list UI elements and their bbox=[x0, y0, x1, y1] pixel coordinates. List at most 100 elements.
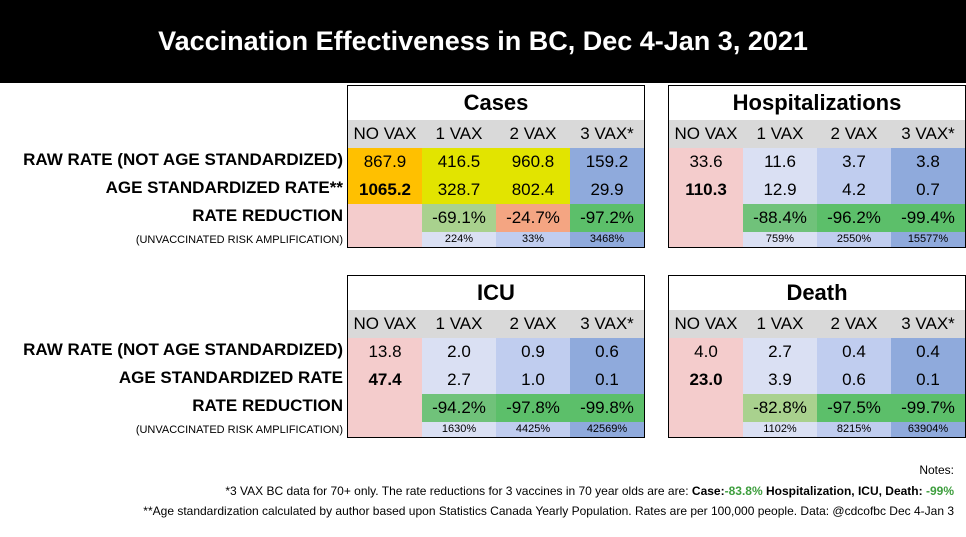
death-age-cell: 3.9 bbox=[743, 366, 817, 394]
row-label-amplification-bottom: (UNVACCINATED RISK AMPLIFICATION) bbox=[135, 424, 343, 436]
hospitalizations-column-header: 1 VAX bbox=[743, 120, 817, 148]
row-label-age-top: AGE STANDARDIZED RATE** bbox=[105, 178, 343, 197]
page-title: Vaccination Effectiveness in BC, Dec 4-J… bbox=[0, 0, 966, 83]
icu-reduction-cell: -94.2% bbox=[422, 394, 496, 422]
icu-amplification-cell: 4425% bbox=[496, 422, 570, 437]
notes-other-label: Hospitalization, ICU, Death: bbox=[762, 484, 923, 498]
icu-panel-title: ICU bbox=[477, 280, 515, 305]
notes-heading: Notes: bbox=[919, 463, 954, 477]
icu-amplification-cell: 42569% bbox=[570, 422, 644, 437]
death-amplification-cell: 8215% bbox=[817, 422, 891, 437]
icu-column-header: 3 VAX* bbox=[570, 310, 644, 338]
cases-raw-cell: 416.5 bbox=[422, 148, 496, 176]
hospitalizations-amplification-cell: 759% bbox=[743, 232, 817, 247]
hospitalizations-column-header: 3 VAX* bbox=[891, 120, 965, 148]
hospitalizations-age-cell: 110.3 bbox=[669, 176, 743, 204]
icu-raw-cell: 0.9 bbox=[496, 338, 570, 366]
hospitalizations-amplification-cell bbox=[669, 232, 743, 247]
cases-column-header: 2 VAX bbox=[496, 120, 570, 148]
death-amplification-cell bbox=[669, 422, 743, 437]
notes-case-label: Case: bbox=[691, 484, 725, 498]
death-panel: Death NO VAX 1 VAX 2 VAX 3 VAX* 4.0 2.7 0.4 0.4 2… bbox=[668, 275, 966, 438]
cases-raw-cell: 159.2 bbox=[570, 148, 644, 176]
icu-reduction-cell: -97.8% bbox=[496, 394, 570, 422]
cases-reduction-cell bbox=[348, 204, 422, 232]
notes-case-value: -83.8% bbox=[724, 484, 763, 498]
icu-column-header: 2 VAX bbox=[496, 310, 570, 338]
death-age-cell: 0.1 bbox=[891, 366, 965, 394]
icu-column-header: NO VAX bbox=[348, 310, 422, 338]
icu-panel: ICU NO VAX 1 VAX 2 VAX 3 VAX* 13.8 2.0 0.9 0.6 47… bbox=[347, 275, 645, 438]
cases-reduction-cell: -97.2% bbox=[570, 204, 644, 232]
death-raw-cell: 2.7 bbox=[743, 338, 817, 366]
cases-panel-title: Cases bbox=[463, 90, 529, 115]
hospitalizations-column-header: 2 VAX bbox=[817, 120, 891, 148]
hospitalizations-reduction-cell bbox=[669, 204, 743, 232]
hospitalizations-raw-cell: 11.6 bbox=[743, 148, 817, 176]
death-raw-cell: 0.4 bbox=[891, 338, 965, 366]
cases-amplification-cell: 224% bbox=[422, 232, 496, 247]
cases-amplification-cell bbox=[348, 232, 422, 247]
row-label-reduction-bottom: RATE REDUCTION bbox=[192, 396, 343, 415]
hospitalizations-reduction-cell: -96.2% bbox=[817, 204, 891, 232]
death-age-cell: 0.6 bbox=[817, 366, 891, 394]
cases-raw-cell: 960.8 bbox=[496, 148, 570, 176]
notes-line-2: **Age standardization calculated by auth… bbox=[143, 504, 954, 518]
icu-raw-cell: 13.8 bbox=[348, 338, 422, 366]
death-reduction-cell bbox=[669, 394, 743, 422]
death-raw-cell: 4.0 bbox=[669, 338, 743, 366]
cases-column-header: 3 VAX* bbox=[570, 120, 644, 148]
row-label-age-bottom: AGE STANDARDIZED RATE bbox=[118, 368, 343, 387]
death-amplification-cell: 1102% bbox=[743, 422, 817, 437]
cases-raw-cell: 867.9 bbox=[348, 148, 422, 176]
icu-age-cell: 47.4 bbox=[348, 366, 422, 394]
hospitalizations-age-cell: 0.7 bbox=[891, 176, 965, 204]
death-reduction-cell: -82.8% bbox=[743, 394, 817, 422]
row-label-amplification-top: (UNVACCINATED RISK AMPLIFICATION) bbox=[135, 234, 343, 246]
death-reduction-cell: -99.7% bbox=[891, 394, 965, 422]
cases-reduction-cell: -69.1% bbox=[422, 204, 496, 232]
death-column-header: 3 VAX* bbox=[891, 310, 965, 338]
hospitalizations-panel-title: Hospitalizations bbox=[732, 90, 902, 115]
icu-age-cell: 2.7 bbox=[422, 366, 496, 394]
icu-reduction-cell bbox=[348, 394, 422, 422]
row-label-raw-bottom: RAW RATE (NOT AGE STANDARDIZED) bbox=[23, 340, 343, 359]
death-amplification-cell: 63904% bbox=[891, 422, 965, 437]
hospitalizations-reduction-cell: -99.4% bbox=[891, 204, 965, 232]
cases-age-cell: 29.9 bbox=[570, 176, 644, 204]
cases-column-header: NO VAX bbox=[348, 120, 422, 148]
icu-reduction-cell: -99.8% bbox=[570, 394, 644, 422]
icu-amplification-cell: 1630% bbox=[422, 422, 496, 437]
icu-raw-cell: 0.6 bbox=[570, 338, 644, 366]
hospitalizations-age-cell: 4.2 bbox=[817, 176, 891, 204]
row-label-reduction-top: RATE REDUCTION bbox=[192, 206, 343, 225]
icu-raw-cell: 2.0 bbox=[422, 338, 496, 366]
death-column-header: NO VAX bbox=[669, 310, 743, 338]
cases-panel: Cases NO VAX 1 VAX 2 VAX 3 VAX* 867.9 416.5 960… bbox=[347, 85, 645, 248]
death-column-header: 1 VAX bbox=[743, 310, 817, 338]
icu-column-header: 1 VAX bbox=[422, 310, 496, 338]
icu-amplification-cell bbox=[348, 422, 422, 437]
hospitalizations-panel: Hospitalizations NO VAX 1 VAX 2 VAX 3 VAX* 33… bbox=[668, 85, 966, 248]
hospitalizations-raw-cell: 33.6 bbox=[669, 148, 743, 176]
hospitalizations-amplification-cell: 15577% bbox=[891, 232, 965, 247]
cases-age-cell: 1065.2 bbox=[348, 176, 422, 204]
notes-line-1-prefix: *3 VAX BC data for 70+ only. The rate re… bbox=[225, 484, 692, 498]
cases-age-cell: 328.7 bbox=[422, 176, 496, 204]
death-age-cell: 23.0 bbox=[669, 366, 743, 394]
death-column-header: 2 VAX bbox=[817, 310, 891, 338]
cases-amplification-cell: 3468% bbox=[570, 232, 644, 247]
cases-column-header: 1 VAX bbox=[422, 120, 496, 148]
death-panel-title: Death bbox=[786, 280, 848, 305]
icu-age-cell: 1.0 bbox=[496, 366, 570, 394]
hospitalizations-amplification-cell: 2550% bbox=[817, 232, 891, 247]
cases-age-cell: 802.4 bbox=[496, 176, 570, 204]
notes-other-value: -99% bbox=[922, 484, 954, 498]
cases-amplification-cell: 33% bbox=[496, 232, 570, 247]
death-reduction-cell: -97.5% bbox=[817, 394, 891, 422]
hospitalizations-column-header: NO VAX bbox=[669, 120, 743, 148]
notes-line-1: *3 VAX BC data for 70+ only. The rate re… bbox=[225, 484, 954, 498]
icu-age-cell: 0.1 bbox=[570, 366, 644, 394]
row-label-raw-top: RAW RATE (NOT AGE STANDARDIZED) bbox=[23, 150, 343, 169]
cases-reduction-cell: -24.7% bbox=[496, 204, 570, 232]
